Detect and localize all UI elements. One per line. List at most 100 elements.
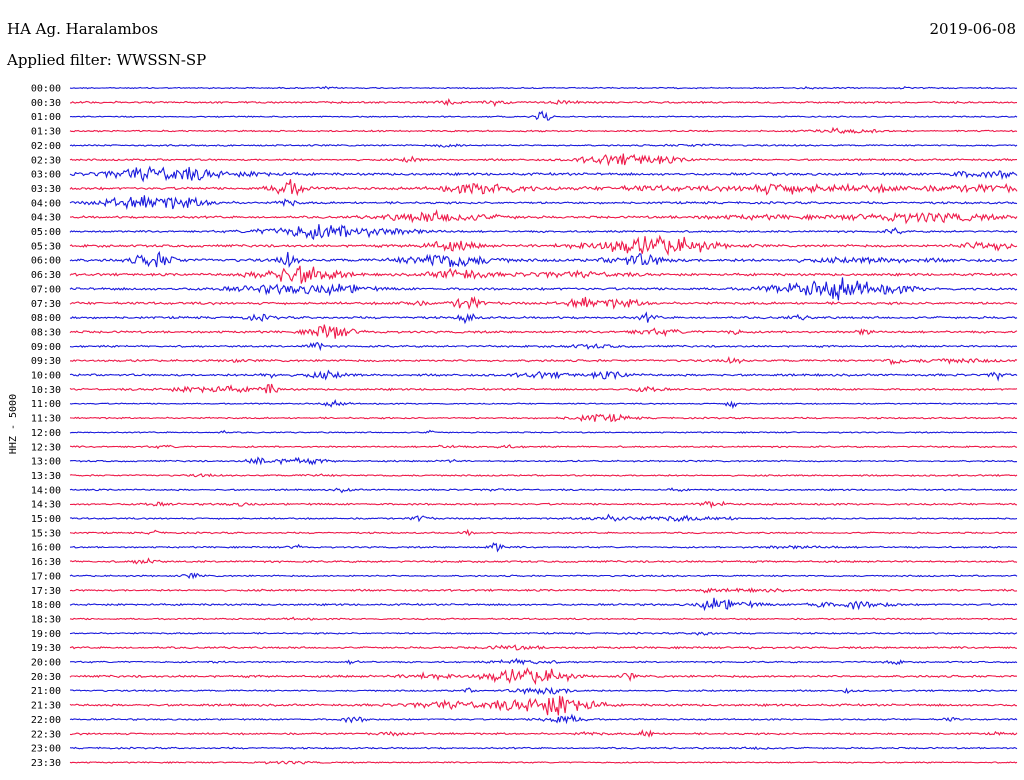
time-tick-label: 05:00 (31, 227, 61, 238)
trace-line (69, 456, 1018, 466)
time-tick-label: 11:00 (31, 399, 61, 410)
trace-line (69, 728, 1018, 738)
trace-line (69, 631, 1018, 636)
time-tick-label: 18:30 (31, 614, 61, 625)
trace-line (69, 234, 1018, 257)
trace-line (69, 542, 1018, 553)
trace-line (69, 587, 1018, 594)
time-tick-label: 14:30 (31, 500, 61, 511)
trace-line (70, 208, 1018, 225)
trace-line (69, 126, 1018, 135)
trace-line (69, 616, 1018, 621)
date-label: 2019-06-08 (929, 20, 1016, 38)
trace-line (69, 429, 1018, 434)
trace-line (69, 250, 1018, 268)
trace-line (69, 760, 1018, 765)
trace-line (69, 179, 1018, 197)
trace-line (69, 413, 1018, 423)
trace-line (69, 528, 1017, 537)
trace-line (69, 355, 1018, 366)
time-tick-label: 12:30 (31, 442, 61, 453)
time-tick-label: 06:30 (31, 270, 61, 281)
station-title: HA Ag. Haralambos (7, 20, 159, 38)
trace-line (69, 644, 1018, 651)
trace-line (69, 686, 1018, 695)
trace-line (69, 195, 1018, 211)
time-tick-label: 01:30 (31, 127, 61, 138)
trace-line (69, 324, 1018, 339)
trace-line (69, 110, 1018, 121)
time-tick-label: 18:00 (31, 600, 61, 611)
time-tick-label: 10:30 (31, 385, 61, 396)
time-tick-label: 19:30 (31, 643, 61, 654)
time-tick-label: 19:00 (31, 629, 61, 640)
time-tick-label: 00:30 (31, 98, 61, 109)
time-tick-label: 09:00 (31, 342, 61, 353)
time-tick-label: 20:00 (31, 658, 61, 669)
time-tick-label: 22:00 (31, 715, 61, 726)
trace-line (69, 153, 1017, 167)
trace-line (69, 342, 1018, 352)
time-tick-label: 06:00 (31, 256, 61, 267)
time-tick-label: 16:00 (31, 543, 61, 554)
trace-line (69, 746, 1018, 750)
time-tick-label: 12:00 (31, 428, 61, 439)
time-tick-label: 11:30 (31, 414, 61, 425)
trace-line (69, 713, 1018, 725)
time-tick-label: 09:30 (31, 356, 61, 367)
trace-line (69, 695, 1017, 716)
trace-line (69, 369, 1018, 382)
trace-line (69, 667, 1018, 686)
trace-line (69, 473, 1018, 478)
trace-line (69, 444, 1018, 450)
time-tick-label: 03:30 (31, 184, 61, 195)
trace-line (69, 657, 1018, 666)
trace-line (69, 277, 1018, 301)
trace-line (69, 572, 1018, 580)
time-tick-label: 08:30 (31, 327, 61, 338)
trace-line (69, 265, 1018, 284)
trace-line (69, 143, 1018, 148)
trace-line (69, 85, 1018, 90)
time-tick-label: 15:00 (31, 514, 61, 525)
trace-line (69, 487, 1018, 494)
time-tick-label: 13:00 (31, 457, 61, 468)
time-tick-label: 04:00 (31, 198, 61, 209)
time-tick-label: 15:30 (31, 528, 61, 539)
trace-line (69, 383, 1018, 394)
time-tick-label: 00:00 (31, 84, 61, 95)
time-tick-label: 21:00 (31, 686, 61, 697)
y-axis-label: HHZ - 5000 (8, 394, 19, 454)
time-tick-label: 04:30 (31, 213, 61, 224)
time-tick-label: 16:30 (31, 557, 61, 568)
trace-line (69, 165, 1018, 183)
time-tick-label: 17:30 (31, 586, 61, 597)
time-tick-label: 23:30 (31, 758, 61, 769)
time-tick-label: 03:00 (31, 170, 61, 181)
time-tick-label: 17:00 (31, 571, 61, 582)
time-tick-label: 07:30 (31, 299, 61, 310)
time-tick-label: 23:00 (31, 744, 61, 755)
time-tick-label: 08:00 (31, 313, 61, 324)
trace-line (69, 311, 1018, 325)
trace-line (69, 513, 1018, 523)
time-tick-label: 10:00 (31, 371, 61, 382)
time-tick-label: 20:30 (31, 672, 61, 683)
time-tick-label: 22:30 (31, 729, 61, 740)
trace-line (69, 557, 1018, 565)
filter-label: Applied filter: WWSSN-SP (7, 51, 207, 69)
trace-line (69, 295, 1018, 311)
trace-line (69, 597, 1018, 612)
time-tick-label: 02:00 (31, 141, 61, 152)
time-tick-label: 21:30 (31, 701, 61, 712)
time-tick-label: 05:30 (31, 241, 61, 252)
time-tick-label: 01:00 (31, 112, 61, 123)
time-tick-label: 07:00 (31, 284, 61, 295)
time-tick-label: 14:00 (31, 485, 61, 496)
time-tick-label: 13:30 (31, 471, 61, 482)
trace-line (69, 224, 1018, 241)
trace-line (69, 97, 1018, 108)
trace-line (69, 399, 1018, 410)
time-tick-label: 02:30 (31, 155, 61, 166)
